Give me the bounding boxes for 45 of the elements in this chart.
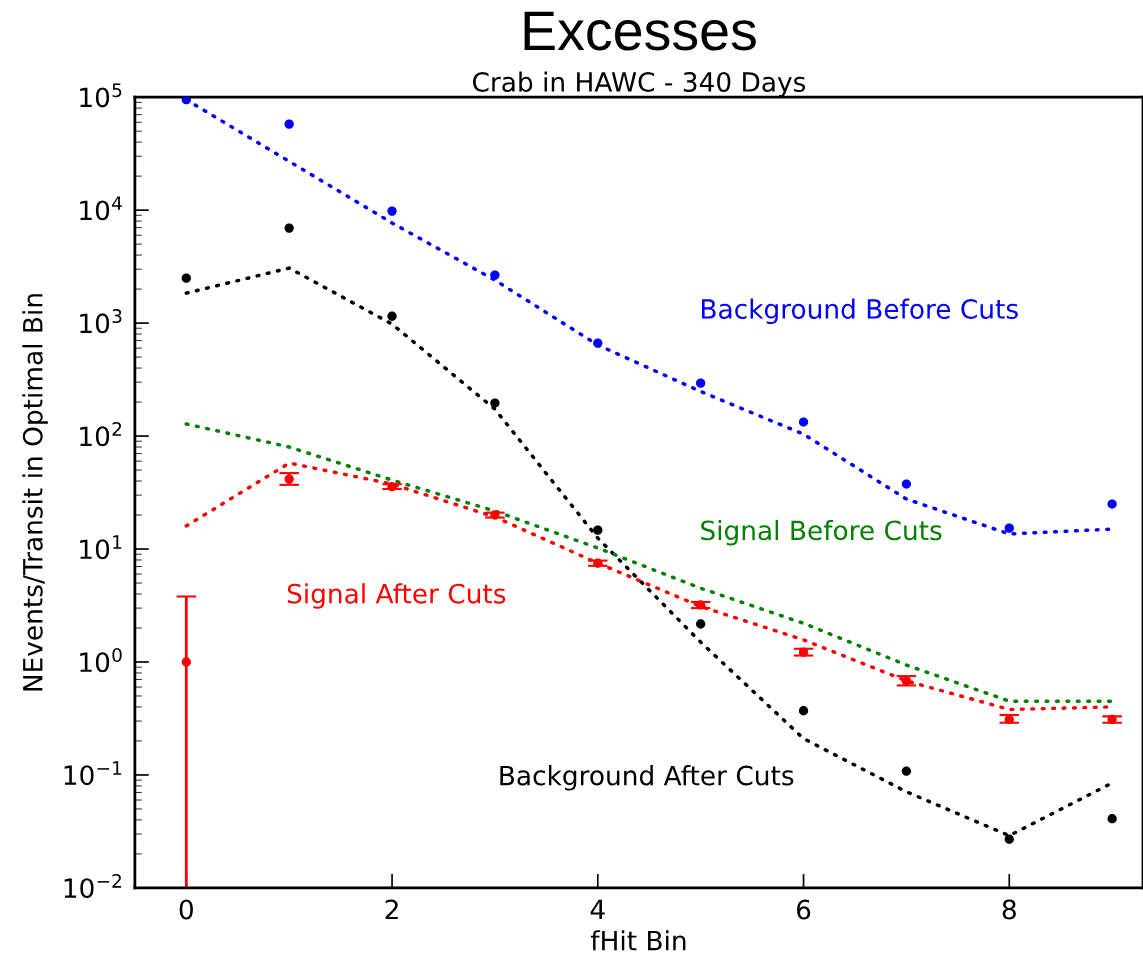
series-label: Background After Cuts [500, 765, 794, 791]
point [490, 398, 500, 408]
text: Signal After Cuts [287, 583, 506, 609]
y-tick-label: 10$^{2}$ [80, 422, 122, 447]
point [181, 97, 191, 105]
x-tick-label: 4 [590, 899, 605, 920]
x-tick-label: 0 [179, 899, 193, 920]
x-tick-label: 6 [796, 899, 811, 920]
y-tick-label: 10$^{0}$ [80, 648, 122, 673]
y-axis-title: NEvents/Transit in Optimal Bin [22, 294, 48, 691]
point [901, 676, 912, 686]
point [593, 525, 603, 535]
point [798, 706, 809, 716]
point [284, 119, 294, 129]
point [1004, 834, 1014, 844]
y-tick-label: 10$^{−1}$ [64, 761, 122, 786]
point [696, 619, 706, 629]
point [181, 273, 191, 283]
point [490, 270, 500, 280]
point [1004, 523, 1014, 533]
point [387, 311, 397, 321]
point [1107, 814, 1117, 824]
line-series [184, 422, 1114, 703]
point [798, 647, 809, 657]
chart-subtitle: Crab in HAWC - 340 Days [472, 71, 806, 98]
point [387, 206, 397, 216]
x-axis-title: fHit Bin [590, 930, 686, 951]
point [284, 223, 294, 233]
y-tick-label: 10$^{−2}$ [64, 873, 121, 899]
series-label: Signal Before Cuts [701, 519, 942, 546]
point [1107, 499, 1117, 509]
point [696, 378, 706, 388]
x-tick-label: 8 [1002, 899, 1016, 920]
chart-title: Excesses [524, 11, 756, 51]
text: Background Before Cuts [702, 298, 1018, 325]
point [901, 766, 912, 776]
y-tick-label: 10$^{4}$ [80, 196, 122, 221]
y-tick-label: 10$^{5}$ [80, 83, 122, 108]
y-tick-label: 10$^{1}$ [80, 535, 122, 560]
x-tick-label: 2 [385, 899, 398, 920]
point [181, 657, 191, 667]
point [593, 338, 603, 348]
y-tick-label: 10$^{3}$ [80, 309, 122, 334]
point [798, 417, 809, 427]
point [901, 479, 912, 489]
